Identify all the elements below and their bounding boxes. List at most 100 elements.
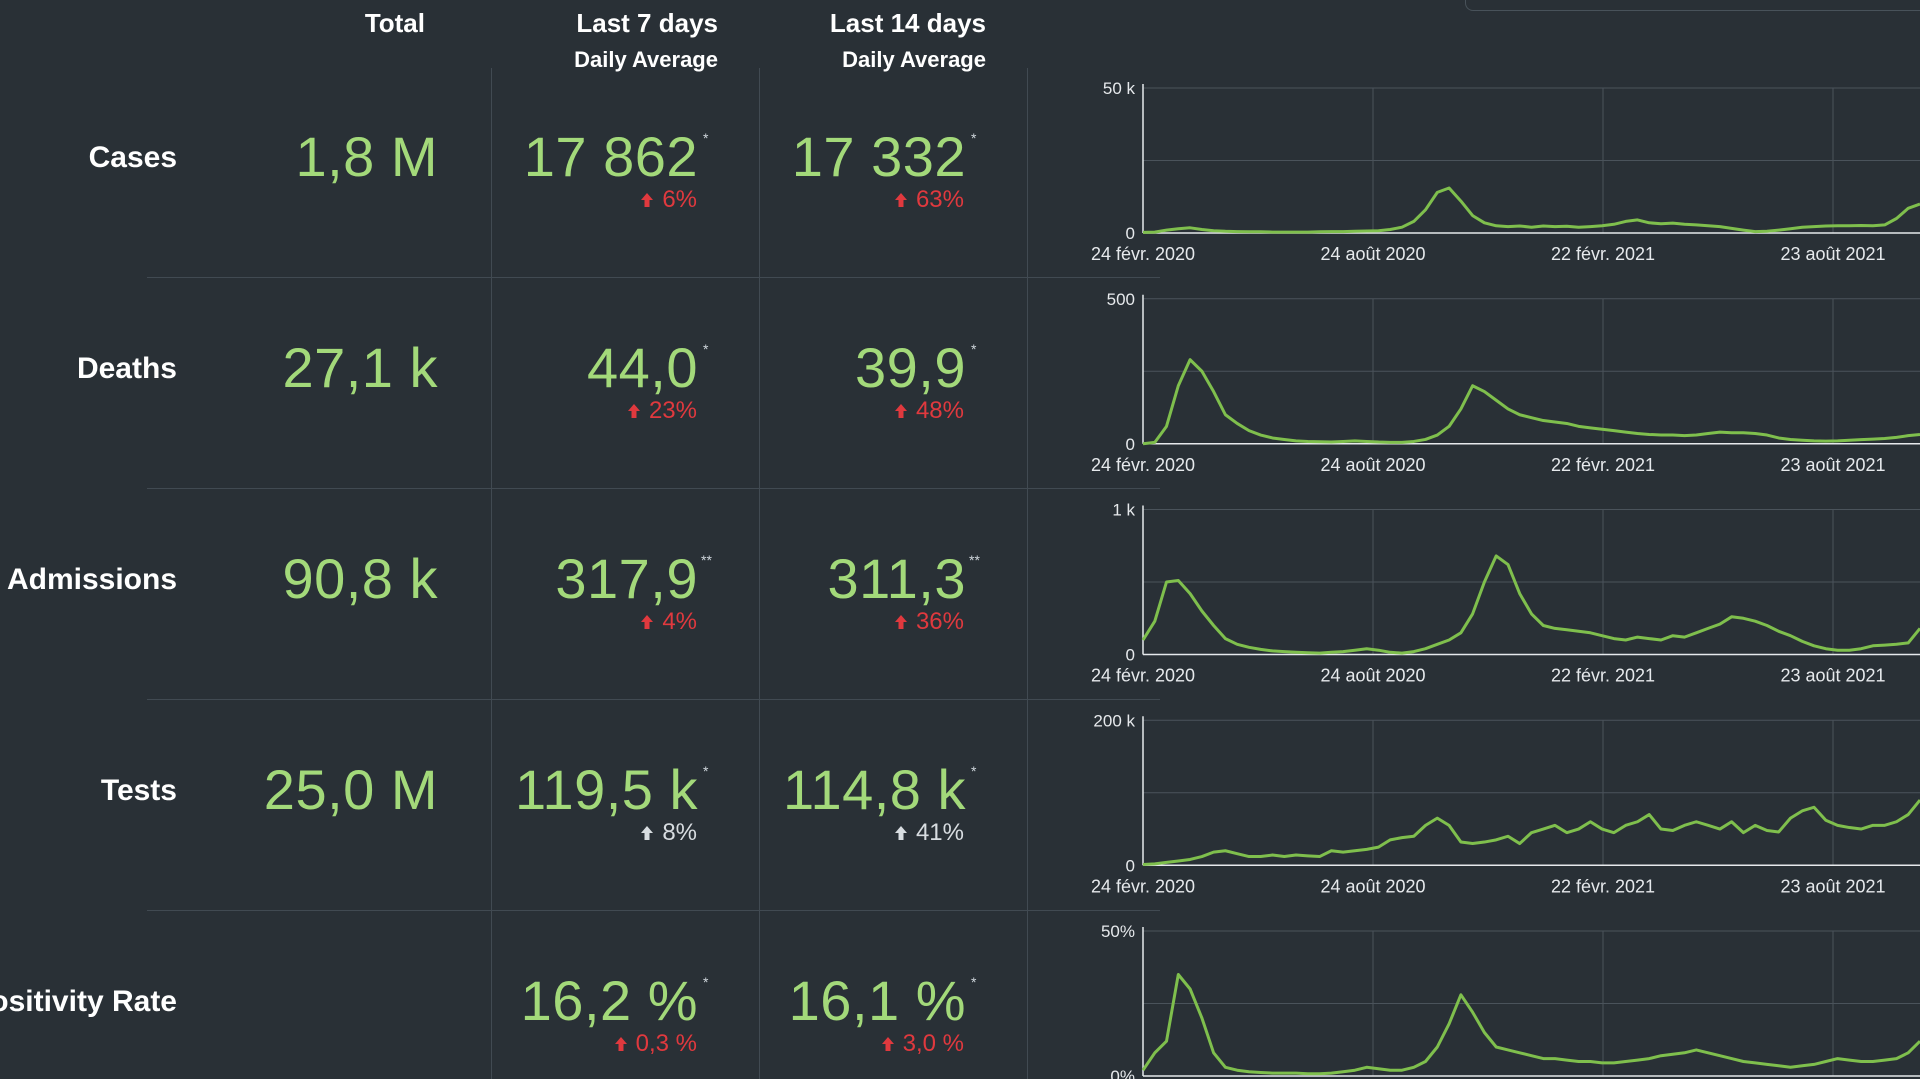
x-tick-label: 24 août 2020 (1320, 455, 1425, 475)
arrow-up-icon (641, 826, 654, 840)
arrow-up-icon (627, 404, 640, 418)
table-row: Cases 1,8 M 17 862 * 6% 17 332 * 63% (0, 68, 1920, 277)
row-label: ositivity Rate (0, 985, 177, 1018)
avg14-footnote-mark: * (971, 341, 977, 357)
y-tick-label: 0% (1110, 1067, 1135, 1079)
top-panel-edge (1465, 0, 1920, 11)
y-tick-label: 0 (1126, 856, 1135, 875)
avg14-value: 39,9 (855, 336, 966, 399)
series-line (1142, 186, 1920, 234)
avg7-change: 6% (640, 186, 697, 214)
header-last7: Last 7 days Daily Average (500, 8, 718, 73)
avg14-change-text: 41% (915, 819, 964, 846)
avg14-change-text: 3,0 % (902, 1030, 964, 1057)
header-total: Total (300, 8, 425, 39)
avg14-value: 114,8 k (782, 758, 966, 821)
avg14-value: 311,3 (827, 547, 966, 610)
header-last14-label: Last 14 days (829, 8, 986, 38)
avg7-value: 44,0 (587, 336, 698, 399)
x-tick-label: 22 févr. 2021 (1551, 455, 1655, 475)
total-value: 25,0 M (263, 758, 438, 821)
avg7-footnote-mark: * (703, 130, 709, 146)
avg14-footnote-mark: * (971, 974, 977, 990)
avg7-change: 8% (640, 819, 697, 847)
x-tick-label: 24 févr. 2020 (1091, 455, 1195, 475)
avg14-change: 3,0 % (881, 1030, 964, 1058)
arrow-up-icon (894, 404, 907, 418)
row-divider (147, 699, 1160, 700)
series-line (1141, 554, 1920, 655)
avg14-change: 41% (894, 819, 964, 847)
x-tick-label: 24 août 2020 (1320, 666, 1425, 686)
avg14-change-text: 36% (915, 608, 964, 635)
avg7-value: 317,9 (555, 547, 698, 610)
avg14-value: 16,1 % (788, 969, 966, 1032)
x-tick-label: 22 févr. 2021 (1551, 244, 1655, 264)
x-tick-label: 23 août 2021 (1780, 244, 1885, 264)
avg7-change: 23% (627, 397, 697, 425)
x-tick-label: 24 août 2020 (1320, 244, 1425, 264)
table-row: ositivity Rate 16,2 % * 0,3 % 16,1 % * 3… (0, 911, 1920, 1079)
avg14-change-text: 63% (915, 186, 964, 213)
header-last14-sub: Daily Average (842, 47, 986, 72)
avg7-change-text: 6% (662, 186, 697, 213)
row-label: Deaths (76, 352, 177, 385)
row-label: al Admissions (0, 563, 177, 596)
table-row: al Admissions 90,8 k 317,9 ** 4% 311,3 *… (0, 489, 1920, 699)
total-value: 27,1 k (282, 336, 438, 399)
avg14-footnote-mark: * (971, 130, 977, 146)
avg7-change-text: 0,3 % (635, 1030, 697, 1057)
arrow-up-icon (881, 1037, 894, 1051)
avg14-change: 63% (894, 186, 964, 214)
avg7-change-text: 4% (662, 608, 697, 635)
arrow-up-icon (894, 193, 907, 207)
series-line (1141, 973, 1920, 1076)
avg7-change-text: 8% (662, 819, 697, 846)
series-line (1142, 358, 1920, 446)
x-tick-label: 23 août 2021 (1780, 876, 1885, 896)
avg7-value: 119,5 k (514, 758, 698, 821)
arrow-up-icon (894, 615, 907, 629)
row-divider (147, 277, 1160, 278)
avg7-change-text: 23% (648, 397, 697, 424)
chart-4: 0% 50% (1101, 922, 1920, 1079)
chart-0: 0 50 k 24 févr. 2020 24 août 2020 22 févr. 2… (1091, 79, 1920, 264)
row-label: Tests (100, 774, 177, 807)
arrow-up-icon (641, 615, 654, 629)
header-last7-sub: Daily Average (574, 47, 718, 72)
avg7-footnote-mark: * (703, 341, 709, 357)
avg7-change: 4% (640, 608, 697, 636)
arrow-up-icon (614, 1037, 627, 1051)
avg7-footnote-mark: * (703, 763, 709, 779)
y-tick-label: 50 k (1103, 79, 1136, 98)
column-divider (1027, 68, 1028, 1079)
row-divider (147, 488, 1160, 489)
header-last14: Last 14 days Daily Average (768, 8, 986, 73)
column-divider (759, 68, 760, 1079)
avg7-value: 17 862 (523, 125, 698, 188)
row-divider (147, 910, 1160, 911)
x-tick-label: 24 févr. 2020 (1091, 666, 1195, 686)
avg7-footnote-mark: * (703, 974, 709, 990)
y-tick-label: 500 (1107, 290, 1135, 309)
avg14-change: 48% (894, 397, 964, 425)
table-row: Deaths 27,1 k 44,0 * 23% 39,9 * 48% (0, 278, 1920, 488)
x-tick-label: 24 févr. 2020 (1091, 244, 1195, 264)
header-total-label: Total (364, 8, 425, 38)
avg14-value: 17 332 (791, 125, 966, 188)
x-tick-label: 24 févr. 2020 (1091, 876, 1195, 896)
avg7-change: 0,3 % (614, 1030, 697, 1058)
x-tick-label: 22 févr. 2021 (1551, 876, 1655, 896)
series-line (1142, 799, 1920, 867)
avg7-value: 16,2 % (520, 969, 698, 1032)
avg14-footnote-mark: ** (969, 552, 980, 568)
column-divider (491, 68, 492, 1079)
chart-3: 0 200 k 24 févr. 2020 24 août 2020 22 févr. … (1091, 711, 1920, 896)
arrow-up-icon (641, 193, 654, 207)
x-tick-label: 24 août 2020 (1320, 876, 1425, 896)
y-tick-label: 1 k (1112, 501, 1135, 520)
chart-1: 0 500 24 févr. 2020 24 août 2020 22 févr. 20… (1091, 290, 1920, 475)
arrow-up-icon (894, 826, 907, 840)
y-tick-label: 0 (1126, 224, 1135, 243)
chart-2: 0 1 k 24 févr. 2020 24 août 2020 22 févr. 20… (1091, 501, 1920, 686)
